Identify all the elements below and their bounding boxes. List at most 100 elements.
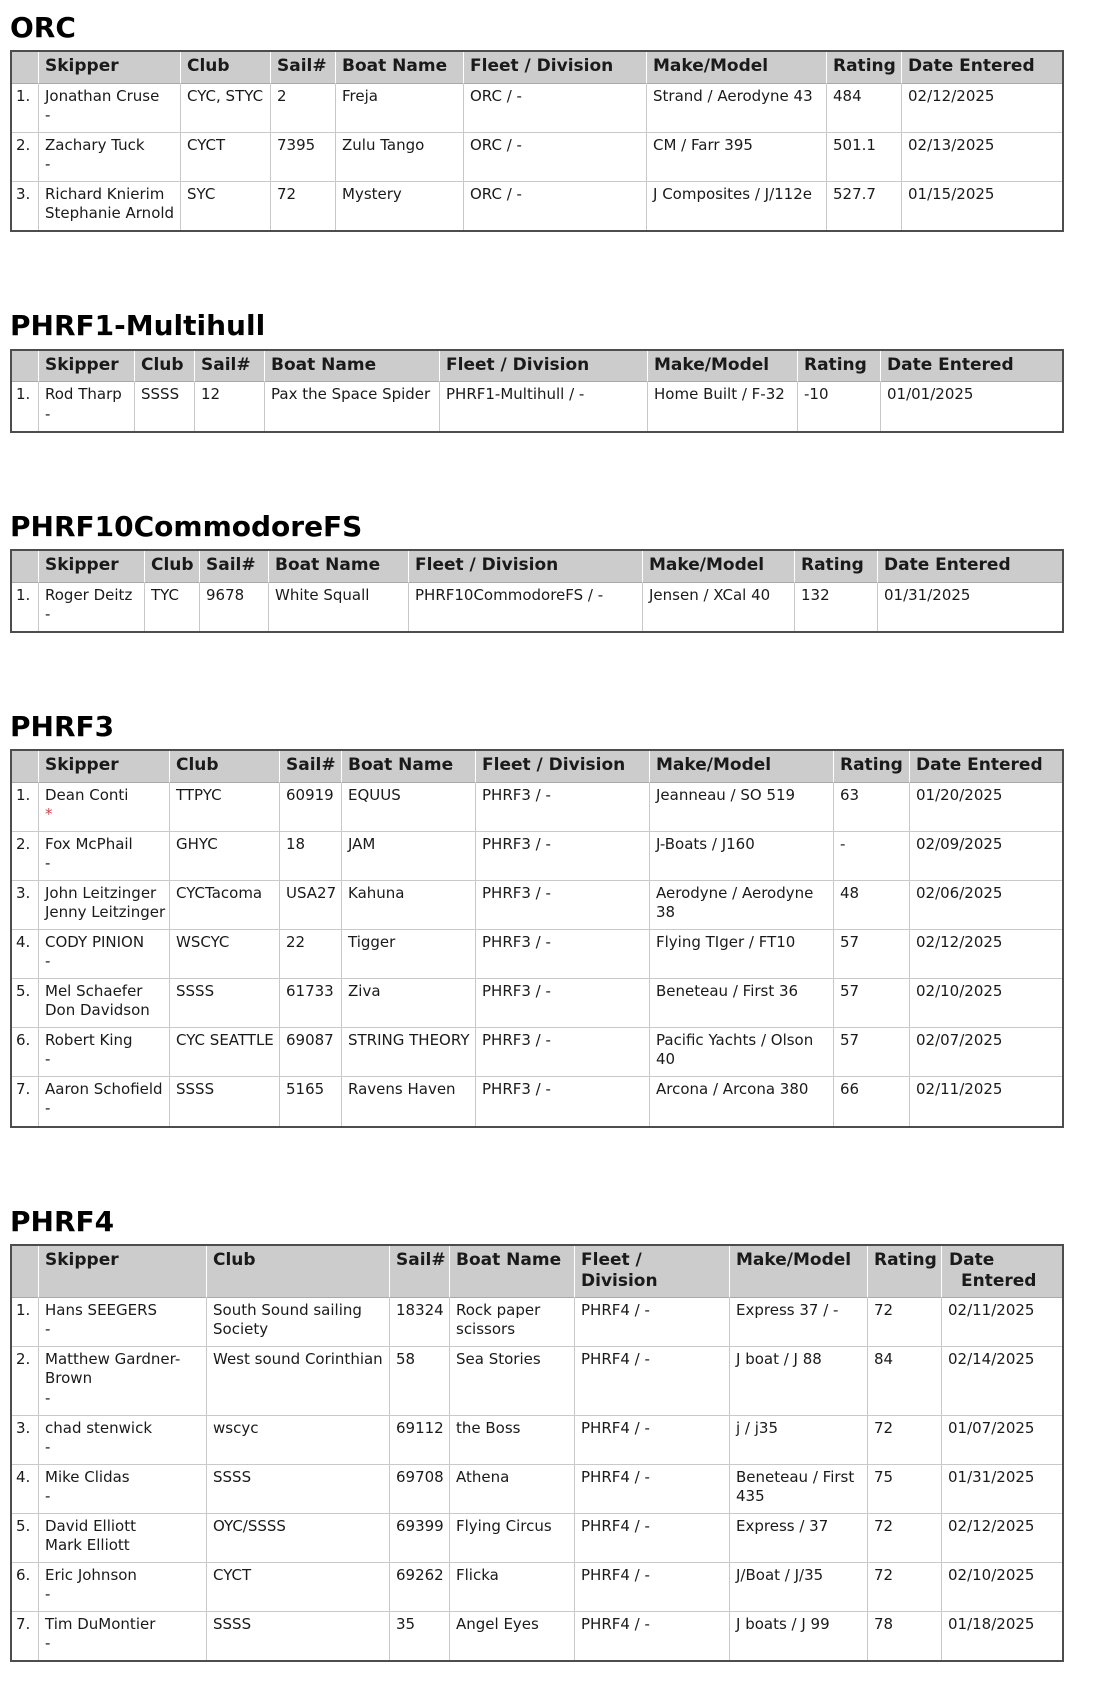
- column-header: Sail#: [195, 350, 265, 383]
- make-model-cell: Beneteau / First 36: [650, 979, 834, 1029]
- club-cell: SSSS: [135, 382, 195, 431]
- entry-row: 1. Rod Tharp - SSSS 12 Pax the Space Spider PH…: [12, 382, 1062, 431]
- date-entered-cell: 02/13/2025: [902, 133, 1062, 183]
- boat-name-cell: Angel Eyes: [450, 1611, 575, 1661]
- fleet-section-phrf1: PHRF1-Multihull Skipper Club Sail# Boat Name…: [10, 309, 1064, 433]
- rating-cell: 57: [834, 1028, 910, 1078]
- row-number-header: [12, 751, 39, 783]
- row-number: 2.: [12, 133, 39, 183]
- skipper-cell: Robert King -: [39, 1028, 170, 1078]
- rating-cell: 84: [868, 1347, 942, 1416]
- make-model-cell: CM / Farr 395: [647, 133, 827, 183]
- skipper-cell: Fox McPhail -: [39, 831, 170, 882]
- rating-cell: 66: [834, 1077, 910, 1126]
- row-number-header: [12, 550, 39, 583]
- entry-row: 1. Hans SEEGERS - South Sound sailing Socie…: [12, 1298, 1062, 1348]
- rating-cell: 72: [868, 1298, 942, 1348]
- boat-name-cell: Pax the Space Spider: [265, 382, 440, 431]
- row-number: 1.: [12, 382, 39, 431]
- make-model-cell: Jensen / XCal 40: [643, 582, 795, 631]
- club-cell: GHYC: [170, 831, 280, 882]
- column-header: Sail#: [390, 1245, 450, 1299]
- skipper-name: -: [45, 853, 51, 872]
- section-title: ORC: [10, 11, 76, 44]
- rating-cell: 57: [834, 979, 910, 1029]
- skipper-name: -: [45, 1388, 51, 1407]
- skipper-cell: Mel Schaefer Don Davidson: [39, 979, 170, 1029]
- skipper-cell: Roger Deitz -: [39, 582, 145, 631]
- row-number: 6.: [12, 1028, 39, 1078]
- club-cell: SSSS: [170, 1077, 280, 1126]
- row-number: 1.: [12, 1298, 39, 1348]
- skipper-cell: chad stenwick -: [39, 1415, 207, 1465]
- rating-cell: 57: [834, 930, 910, 980]
- sail-number-cell: 69399: [390, 1513, 450, 1563]
- date-entered-cell: 01/20/2025: [910, 783, 1062, 832]
- row-number-header: [12, 1245, 39, 1299]
- skipper-name: Eric Johnson: [45, 1565, 137, 1584]
- entry-row: 4. CODY PINION - WSCYC 22 Tigger PHRF3 / - Flyi…: [12, 930, 1062, 980]
- fleet-section-orc: ORC Skipper Club Sail# Boat Name Fleet / Divi…: [10, 11, 1064, 233]
- row-number: 6.: [12, 1562, 39, 1612]
- sail-number-cell: 18: [280, 831, 342, 882]
- skipper-name: -: [45, 1584, 51, 1603]
- fleet-entry-tables: ORC Skipper Club Sail# Boat Name Fleet / Divi…: [10, 11, 1064, 1663]
- skipper-cell: Matthew Gardner-Brown -: [39, 1347, 207, 1416]
- boat-name-cell: Flying Circus: [450, 1513, 575, 1563]
- sail-number-cell: 72: [271, 182, 336, 231]
- rating-cell: 75: [868, 1464, 942, 1514]
- make-model-cell: Jeanneau / SO 519: [650, 782, 834, 832]
- column-header: Make/Model: [650, 751, 834, 783]
- column-header: Date Entered: [902, 52, 1062, 85]
- boat-name-cell: Athena: [450, 1464, 575, 1514]
- skipper-name: Fox McPhail: [45, 834, 133, 853]
- column-header: Date Entered: [878, 550, 1062, 583]
- boat-name-cell: Ziva: [342, 979, 476, 1029]
- column-header: Rating: [798, 350, 881, 383]
- sail-number-cell: 35: [390, 1611, 450, 1661]
- date-entered-cell: 02/14/2025: [942, 1347, 1062, 1416]
- rating-cell: 72: [868, 1562, 942, 1612]
- skipper-name: Mel Schaefer: [45, 982, 143, 1001]
- entry-row: 6. Eric Johnson - CYCT 69262 Flicka PHRF4 / -J…: [12, 1562, 1062, 1612]
- column-header: Boat Name: [265, 350, 440, 383]
- fleet-division-cell: PHRF3 / -: [476, 1077, 650, 1126]
- row-number: 3.: [12, 881, 39, 931]
- column-header: Sail#: [280, 751, 342, 783]
- sail-number-cell: 5165: [280, 1077, 342, 1126]
- section-title: PHRF10CommodoreFS: [10, 509, 363, 543]
- column-header: Club: [170, 751, 280, 783]
- fleet-section-phrf10: PHRF10CommodoreFS Skipper Club Sail# Boat Na…: [10, 509, 1064, 633]
- club-cell: CYC, STYC: [181, 84, 271, 134]
- column-header: Fleet / Division: [440, 350, 648, 383]
- rating-cell: 78: [868, 1611, 942, 1661]
- skipper-name: Don Davidson: [45, 1001, 150, 1020]
- entries-table-phrf10: Skipper Club Sail# Boat Name Fleet / Divisio…: [10, 548, 1064, 633]
- club-cell: CYCT: [207, 1562, 390, 1612]
- column-header: Rating: [834, 751, 910, 783]
- rating-cell: 132: [795, 582, 878, 631]
- column-header: Fleet / Division: [476, 751, 650, 783]
- sail-number-cell: 58: [390, 1347, 450, 1416]
- column-header: Fleet / Division: [575, 1245, 730, 1299]
- skipper-name: Hans SEEGERS: [45, 1301, 158, 1320]
- column-header: Make/Model: [647, 52, 827, 85]
- entry-row: 4. Mike Clidas - SSSS 69708 Athena PHRF4 / - Be…: [12, 1464, 1062, 1514]
- date-entered-cell: 02/12/2025: [942, 1514, 1062, 1563]
- section-title: PHRF1-Multihull: [10, 309, 266, 343]
- skipper-name: David Elliott: [45, 1516, 136, 1535]
- skipper-name: -: [45, 1099, 51, 1118]
- fleet-division-cell: PHRF4 / -: [575, 1464, 730, 1514]
- fleet-division-cell: PHRF3 / -: [476, 831, 650, 882]
- column-header: Club: [135, 350, 195, 383]
- skipper-flag-asterisk: *: [45, 804, 53, 823]
- column-header: Sail#: [271, 52, 336, 85]
- entry-row: 5. Mel Schaefer Don Davidson SSSS 61733 Ziva P…: [12, 979, 1062, 1029]
- header-row: Skipper Club Sail# Boat Name Fleet / Divisio…: [12, 350, 1062, 383]
- sail-number-cell: 7395: [271, 133, 336, 183]
- rating-cell: 501.1: [827, 133, 902, 183]
- skipper-name: chad stenwick: [45, 1418, 153, 1437]
- rating-cell: 484: [827, 84, 902, 134]
- entry-row: 2. Fox McPhail - GHYC 18 JAM PHRF3 / - J-Boats …: [12, 831, 1062, 882]
- skipper-cell: Eric Johnson -: [39, 1562, 207, 1612]
